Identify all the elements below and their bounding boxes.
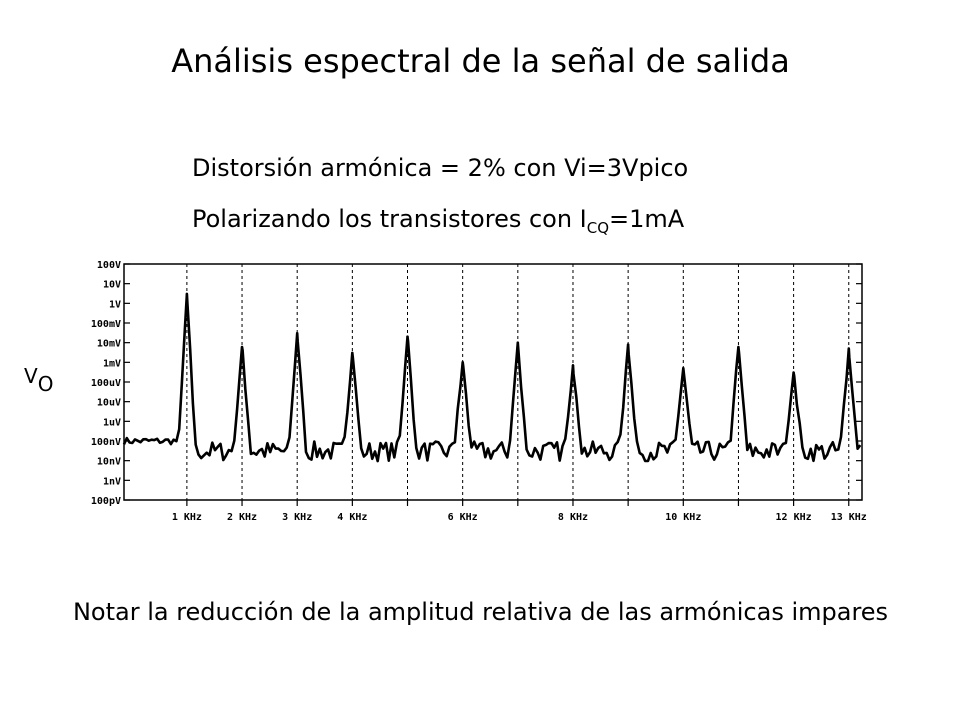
y-tick-label: 1mV <box>103 358 121 369</box>
harmonic-peak-3 <box>295 332 299 335</box>
y-axis-label: VO <box>24 364 53 396</box>
harmonic-peak-13 <box>847 347 850 350</box>
y-tick-label: 100uV <box>91 378 121 389</box>
harmonic-peak-7 <box>516 341 520 344</box>
harmonic-peak-10 <box>682 367 685 370</box>
x-tick-label: 13 KHz <box>831 512 867 523</box>
x-tick-label: 2 KHz <box>227 512 257 523</box>
harmonic-peak-5 <box>406 335 409 338</box>
distortion-line: Distorsión armónica = 2% con Vi=3Vpico <box>192 154 689 182</box>
slide-title: Análisis espectral de la señal de salida <box>171 42 790 80</box>
harmonic-peak-12 <box>792 371 795 374</box>
y-axis-label-subscript: O <box>37 372 54 396</box>
spectrum-trace <box>122 292 862 463</box>
harmonic-peak-2 <box>240 345 244 349</box>
y-tick-label: 10uV <box>97 398 121 409</box>
x-tick-label: 10 KHz <box>665 512 701 523</box>
harmonic-peak-9 <box>626 343 630 346</box>
y-tick-label: 10V <box>103 280 121 291</box>
y-tick-label: 1V <box>109 299 121 310</box>
harmonic-peak-1 <box>185 292 189 296</box>
y-tick-label: 100nV <box>91 437 121 448</box>
harmonic-peak-11 <box>737 345 740 349</box>
harmonic-peak-4 <box>351 351 354 355</box>
y-axis-label-main: V <box>24 364 38 388</box>
y-tick-label: 10nV <box>97 457 121 468</box>
x-tick-label: 1 KHz <box>172 512 202 523</box>
y-tick-label: 100V <box>97 260 121 271</box>
bias-line-tail: =1mA <box>609 205 685 233</box>
y-tick-label: 100mV <box>91 319 121 330</box>
plot-frame <box>123 263 863 501</box>
x-tick-label: 6 KHz <box>448 512 478 523</box>
footer-note: Notar la reducción de la amplitud relati… <box>72 598 889 626</box>
y-tick-label: 10mV <box>97 339 121 350</box>
bias-line: Polarizando los transistores con ICQ=1mA <box>192 205 684 237</box>
y-tick-label: 1nV <box>103 476 121 487</box>
bias-line-subscript: CQ <box>586 219 610 237</box>
x-tick-label: 12 KHz <box>776 512 812 523</box>
x-tick-label: 3 KHz <box>282 512 312 523</box>
x-tick-label: 4 KHz <box>337 512 367 523</box>
y-tick-label: 100pV <box>91 496 121 507</box>
x-tick-label: 8 KHz <box>558 512 588 523</box>
bias-line-main: Polarizando los transistores con I <box>192 205 587 233</box>
harmonic-peak-8 <box>571 364 575 367</box>
y-tick-label: 1uV <box>103 417 121 428</box>
harmonic-peak-6 <box>461 361 464 364</box>
